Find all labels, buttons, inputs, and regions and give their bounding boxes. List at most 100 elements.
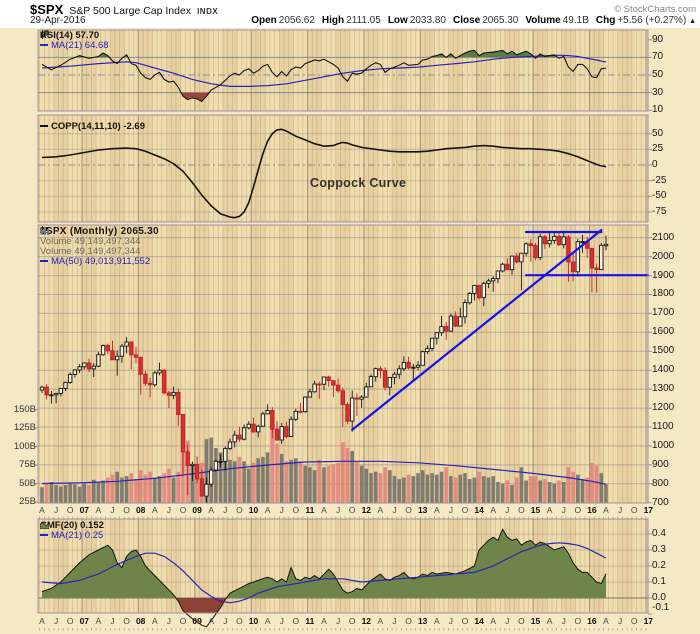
x-axis-label: 08	[135, 616, 146, 626]
x-axis-label: 08	[135, 505, 146, 515]
cmf-legend-ma: MA(21) 0.25	[40, 530, 104, 541]
x-axis-label: O	[292, 505, 300, 515]
x-axis-label: 13	[417, 505, 428, 515]
x-axis-label: O	[292, 616, 300, 626]
x-axis-label: A	[603, 616, 609, 626]
cmf-axis-label: -0.1	[652, 602, 670, 613]
x-axis-label: J	[53, 616, 59, 626]
index-name: S&P 500 Large Cap Index	[69, 5, 192, 17]
x-axis-label: 14	[474, 505, 484, 515]
x-axis-label: 12	[361, 616, 372, 626]
x-axis-label: A	[151, 505, 158, 515]
rsi-axis-label: 70	[652, 51, 664, 63]
volume-axis-label: 125B	[13, 422, 36, 433]
rsi-axis-label: 30	[652, 86, 664, 98]
x-axis-label: A	[264, 616, 271, 626]
volume-axis-label: 75B	[19, 459, 36, 470]
x-axis-label: A	[377, 616, 384, 626]
x-axis-label: 10	[248, 505, 259, 515]
x-axis-label: O	[179, 616, 187, 626]
coppock-axis-label: -75	[652, 206, 667, 218]
x-axis-label: 07	[79, 616, 90, 626]
price-axis-label: 1800	[652, 288, 675, 300]
x-axis-label: 07	[79, 505, 90, 515]
x-axis-label: 10	[248, 616, 259, 626]
up-arrow-icon: ▲	[689, 18, 696, 25]
x-axis-label: O	[66, 505, 74, 515]
line-sample-icon	[40, 260, 48, 262]
x-axis-label: O	[405, 505, 412, 515]
x-axis-label: J	[617, 505, 623, 515]
coppock-axis-label: -50	[652, 190, 667, 202]
x-axis-label: O	[348, 505, 356, 515]
x-axis-label: A	[151, 616, 158, 626]
x-axis-label: J	[166, 505, 172, 515]
cmf-axis-label: 0.2	[652, 560, 666, 571]
x-axis-label: J	[279, 616, 284, 626]
rsi-legend-main: RSI(14) 57.70	[40, 29, 100, 41]
price-legend: $SPX (Monthly) 2065.30 Volume 49,149,497…	[40, 225, 159, 267]
x-axis-label: J	[392, 616, 397, 626]
coppock-axis-label: 25	[652, 143, 664, 155]
quote-volume: Volume 49.1B	[525, 15, 589, 26]
price-legend-title: $SPX (Monthly) 2065.30	[40, 225, 159, 237]
cmf-axis-label: 0.0	[652, 592, 666, 603]
cmf-axis-label: 0.3	[652, 544, 666, 555]
cmf-series	[41, 528, 607, 628]
x-axis-label: O	[66, 616, 74, 626]
coppock-curve-annotation: Coppock Curve	[310, 176, 407, 190]
coppock-axis-label: 0	[652, 159, 658, 170]
x-axis-label: A	[546, 616, 553, 626]
rsi-axis-label: 90	[652, 33, 664, 45]
x-axis-label: A	[433, 505, 440, 515]
quote-open: Open 2056.62	[251, 15, 315, 26]
coppock-axis-label: -25	[652, 174, 667, 186]
x-axis-label: O	[236, 616, 243, 626]
line-sample-icon	[40, 534, 48, 536]
x-axis-label: 09	[192, 505, 202, 515]
x-axis-label: O	[348, 616, 356, 626]
x-axis-label: J	[166, 616, 172, 626]
x-axis-label: O	[518, 505, 525, 515]
x-axis-label: J	[448, 616, 454, 626]
x-axis-label: A	[603, 505, 609, 515]
panel-border-main	[37, 224, 649, 504]
price-axis-label: 2100	[652, 231, 675, 243]
x-axis-label: 11	[305, 616, 315, 626]
price-axis-label: 1400	[652, 364, 675, 376]
x-axis-label: 09	[192, 616, 202, 626]
price-axis-label: 1900	[652, 269, 675, 281]
x-axis-label: 17	[643, 616, 654, 626]
line-sample-icon	[40, 44, 48, 46]
x-axis-label: 16	[587, 505, 597, 515]
price-axis-label: 2000	[652, 250, 675, 262]
x-axis-label: O	[461, 616, 469, 626]
x-axis-label: O	[630, 505, 638, 515]
x-axis-label: O	[123, 505, 130, 515]
panel-border-rsi	[37, 29, 649, 112]
rsi-axis-label: 50	[652, 69, 664, 80]
coppock-series	[41, 128, 607, 219]
price-axis-label: 700	[652, 496, 669, 508]
x-axis-label: J	[223, 505, 228, 515]
x-axis-label: O	[236, 505, 243, 515]
price-axis-label: 1200	[652, 402, 675, 414]
x-axis-label: A	[264, 505, 271, 515]
price-axis-label: 1700	[652, 307, 675, 319]
x-axis-label: J	[110, 505, 115, 515]
x-axis-label: A	[321, 505, 327, 515]
header-line1: $SPX S&P 500 Large Cap Index INDX	[30, 2, 218, 17]
x-axis-label: J	[110, 616, 115, 626]
panel-border-copp	[37, 114, 649, 223]
exchange-tag: INDX	[197, 7, 219, 16]
x-axis-label: J	[561, 616, 566, 626]
x-axis-label: A	[490, 616, 497, 626]
x-axis-label: A	[433, 616, 440, 626]
x-axis-label: 13	[417, 616, 428, 626]
x-axis-label: A	[208, 616, 215, 626]
quote-low: Low 2033.80	[387, 15, 446, 26]
x-axis-label: J	[53, 505, 59, 515]
quote-change: Chg +5.56 (+0.27%) ▲	[595, 15, 696, 26]
quote-bar: Open 2056.62 High 2111.05 Low 2033.80 Close…	[251, 15, 696, 26]
